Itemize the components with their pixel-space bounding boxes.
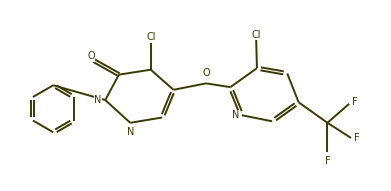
Text: Cl: Cl xyxy=(146,32,156,42)
Text: Cl: Cl xyxy=(251,30,261,40)
Text: N: N xyxy=(94,95,101,105)
Text: N: N xyxy=(233,110,240,120)
Text: N: N xyxy=(127,127,134,137)
Text: F: F xyxy=(352,97,358,107)
Text: F: F xyxy=(354,133,360,143)
Text: O: O xyxy=(87,51,95,61)
Text: O: O xyxy=(202,68,210,78)
Text: F: F xyxy=(325,156,330,166)
